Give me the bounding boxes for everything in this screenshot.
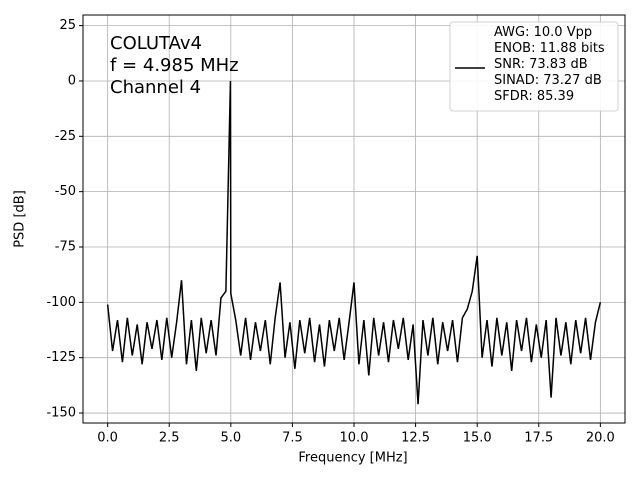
y-tick-label: -150	[46, 406, 76, 421]
annotation: COLUTAv4	[110, 33, 202, 54]
y-tick-label: -125	[46, 350, 76, 365]
x-tick-label: 17.5	[524, 431, 553, 446]
y-tick-label: -100	[46, 295, 76, 310]
x-tick-label: 15.0	[463, 431, 492, 446]
x-tick-label: 2.5	[159, 431, 180, 446]
annotation: Channel 4	[110, 77, 201, 98]
x-axis-label: Frequency [MHz]	[298, 451, 407, 466]
y-tick-label: -50	[55, 184, 76, 199]
legend-label: AWG: 10.0 Vpp ENOB: 11.88 bits SNR: 73.8…	[494, 25, 605, 104]
x-tick-label: 20.0	[586, 431, 615, 446]
y-tick-label: -25	[55, 129, 76, 144]
y-axis-label: PSD [dB]	[13, 190, 28, 248]
legend-box	[449, 21, 619, 112]
psd-line	[106, 80, 602, 405]
x-tick-label: 7.5	[282, 431, 303, 446]
y-tick-label: -75	[55, 240, 76, 255]
y-tick-label: 25	[59, 18, 76, 33]
x-tick-label: 12.5	[401, 431, 430, 446]
x-tick-label: 5.0	[220, 431, 241, 446]
x-tick-label: 0.0	[97, 431, 118, 446]
annotation: f = 4.985 MHz	[110, 55, 239, 76]
plot-frame	[82, 14, 626, 424]
x-tick-label: 10.0	[340, 431, 369, 446]
y-tick-label: 0	[68, 73, 76, 88]
